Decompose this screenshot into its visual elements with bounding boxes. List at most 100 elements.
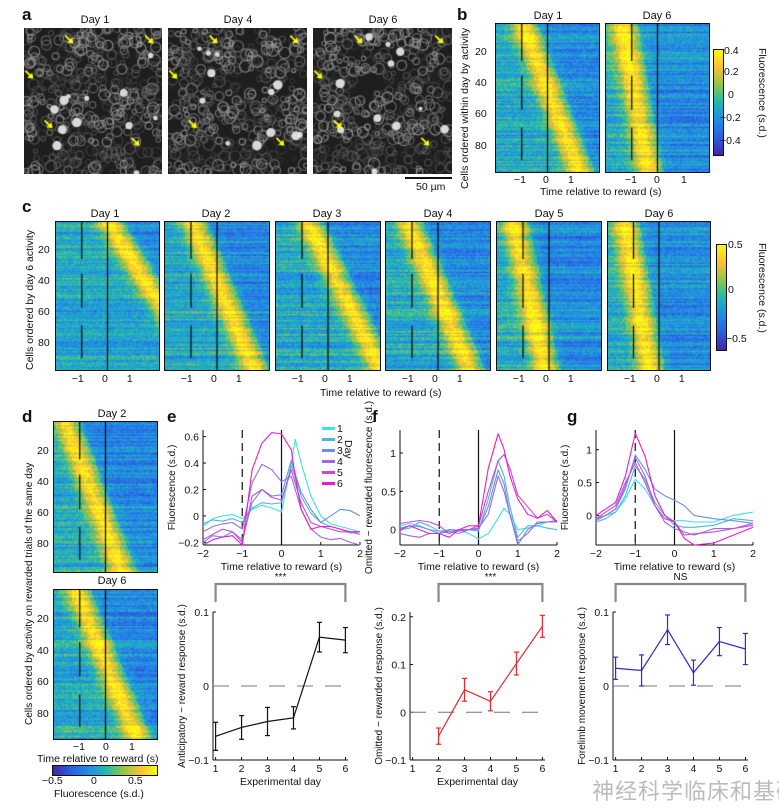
heatmap-b-day6	[605, 23, 710, 173]
e-top-series-day3	[202, 459, 361, 543]
e-top-xtick-label: 1	[318, 548, 324, 560]
f-bottom-data-point	[489, 700, 492, 703]
g-top-xtick-label: 2	[750, 548, 756, 560]
d2-ytick-20: 20	[37, 445, 49, 457]
e-bottom-ytick-label: 0	[203, 681, 209, 693]
e-top-series-day6	[202, 432, 360, 546]
b-xtick-day6-neg1: −1	[625, 174, 637, 186]
g-top-ylabel: Fluorescence (s.d.)	[560, 445, 571, 531]
b-ytick-40: 40	[475, 77, 487, 89]
d-cbar-tick-neg0.5: −0.5	[42, 775, 63, 787]
f-top-xtick-label: 1	[515, 548, 521, 560]
g-bottom-ytick-label: 0	[603, 681, 609, 693]
scale-bar-label: 50 µm	[416, 181, 446, 193]
f-top-xtick-label: −2	[394, 548, 406, 560]
panel-e-label: e	[167, 407, 177, 426]
e-bottom-xtick-label: 2	[239, 763, 245, 775]
f-bottom-data-point	[437, 735, 440, 737]
e-top-ytick-label: 0.4	[184, 458, 199, 470]
c-xlabel: Time relative to reward (s)	[320, 387, 442, 399]
panel-c-title-day5: Day 5	[534, 208, 564, 220]
legend-label: 4	[337, 455, 343, 468]
e-top-xtick-label: 2	[357, 548, 363, 560]
e-top-ytick-label: 0.6	[184, 432, 199, 444]
legend-entry: 1	[322, 423, 343, 435]
panel-d-label: d	[22, 407, 33, 426]
e-top-xtick-label: −2	[197, 548, 209, 560]
panel-g-label: g	[567, 407, 578, 426]
legend-label: 6	[337, 477, 343, 490]
f-bottom-ytick-label: −0.1	[385, 755, 406, 767]
c-xtick-day6-0: −1	[623, 373, 636, 385]
c-cbar-tick-0: 0	[728, 284, 734, 296]
g-top-series-day6	[595, 432, 754, 546]
e-bottom-xlabel: Experimental day	[240, 776, 322, 788]
b-cbar-tick-0.2: 0.2	[724, 66, 739, 78]
panel-c-title-day1: Day 1	[90, 208, 120, 220]
legend-label: 3	[337, 444, 343, 457]
panel-c-title-day6: Day 6	[644, 208, 674, 220]
panel-b-title-day6: Day 6	[642, 10, 672, 22]
e-bottom-data-point	[292, 717, 295, 719]
c-xtick-day2-0: −1	[180, 373, 193, 385]
c-cbar-tick-0.5: 0.5	[728, 239, 743, 251]
b-ytick-60: 60	[475, 108, 487, 120]
heatmap-c-day4	[385, 221, 491, 371]
panel-a-label: a	[22, 5, 32, 24]
b-ytick-80: 80	[475, 140, 487, 152]
e-bottom-xtick-label: 3	[265, 763, 271, 775]
e-bottom-significance-bracket	[214, 582, 347, 602]
d-xtick-0: 0	[103, 741, 109, 753]
legend-entry: 4	[322, 455, 343, 468]
d6-ytick-60: 60	[37, 676, 49, 688]
e-bottom-ytick-label: −0.1	[188, 755, 209, 767]
legend-label: 2	[337, 433, 343, 446]
e-bottom-ylabel: Anticipatory − reward response (s.d.)	[177, 604, 188, 768]
g-bottom-significance-bracket	[614, 582, 747, 602]
c-xtick-day1-0: −1	[71, 373, 84, 385]
e-bottom-xtick-label: 4	[291, 763, 297, 775]
panel-a-title-day6: Day 6	[368, 14, 398, 26]
g-top-xtick-label: −2	[590, 548, 602, 560]
heatmap-c-day5	[496, 221, 602, 371]
e-bottom-data-point	[214, 735, 217, 738]
g-bottom-mean-line	[615, 628, 746, 674]
g-bottom-ytick-label: 0.1	[594, 607, 609, 619]
legend-swatch	[322, 482, 335, 485]
heatmap-b-day1	[495, 23, 600, 173]
g-bottom-ytick-label: −0.1	[588, 755, 609, 767]
f-bottom-xtick-label: 1	[410, 763, 416, 775]
e-bottom-xtick-label: 5	[317, 763, 323, 775]
c-xtick-day4-1: 0	[431, 373, 438, 385]
f-bottom-ytick-label: 0.2	[391, 612, 406, 624]
e-bottom-data-point	[266, 720, 269, 723]
legend-swatch	[322, 438, 335, 441]
g-top-xtick-label: 0	[672, 548, 678, 560]
e-bottom-mean-line	[215, 636, 346, 737]
d2-ytick-60: 60	[37, 507, 49, 519]
f-bottom-xtick-label: 5	[514, 763, 520, 775]
b-xlabel: Time relative to reward (s)	[540, 186, 662, 198]
colorbar-b	[713, 49, 724, 156]
d2-ytick-80: 80	[37, 538, 49, 550]
legend-entry: 6	[322, 477, 343, 490]
e-bottom-xtick-label: 1	[213, 763, 219, 775]
d6-ytick-20: 20	[37, 613, 49, 625]
g-bottom-data-point	[666, 628, 669, 631]
legend-swatch	[322, 427, 335, 430]
c-xtick-day3-1: 0	[321, 373, 328, 385]
c-xtick-day3-2: 1	[346, 373, 353, 385]
f-top-series-day2	[399, 460, 558, 538]
f-bottom-ylabel: Omitted − rewarded response (s.d.)	[374, 607, 385, 765]
d-xtick-neg1: −1	[73, 741, 85, 753]
e-bottom-data-point	[318, 636, 321, 638]
e-top-ylabel: Fluorescence (s.d.)	[167, 445, 178, 531]
e-bottom-ytick-label: 0.1	[194, 607, 209, 619]
f-top-xlabel: Time relative to reward (s)	[418, 561, 540, 573]
heatmap-c-day1	[55, 221, 160, 371]
c-xtick-day1-2: 1	[126, 373, 133, 385]
b-xtick-day6-0: 0	[654, 174, 660, 186]
c-ytick-20: 20	[38, 244, 50, 256]
d-cbar-tick-0: 0	[91, 775, 97, 787]
g-bottom-data-point	[718, 640, 721, 643]
